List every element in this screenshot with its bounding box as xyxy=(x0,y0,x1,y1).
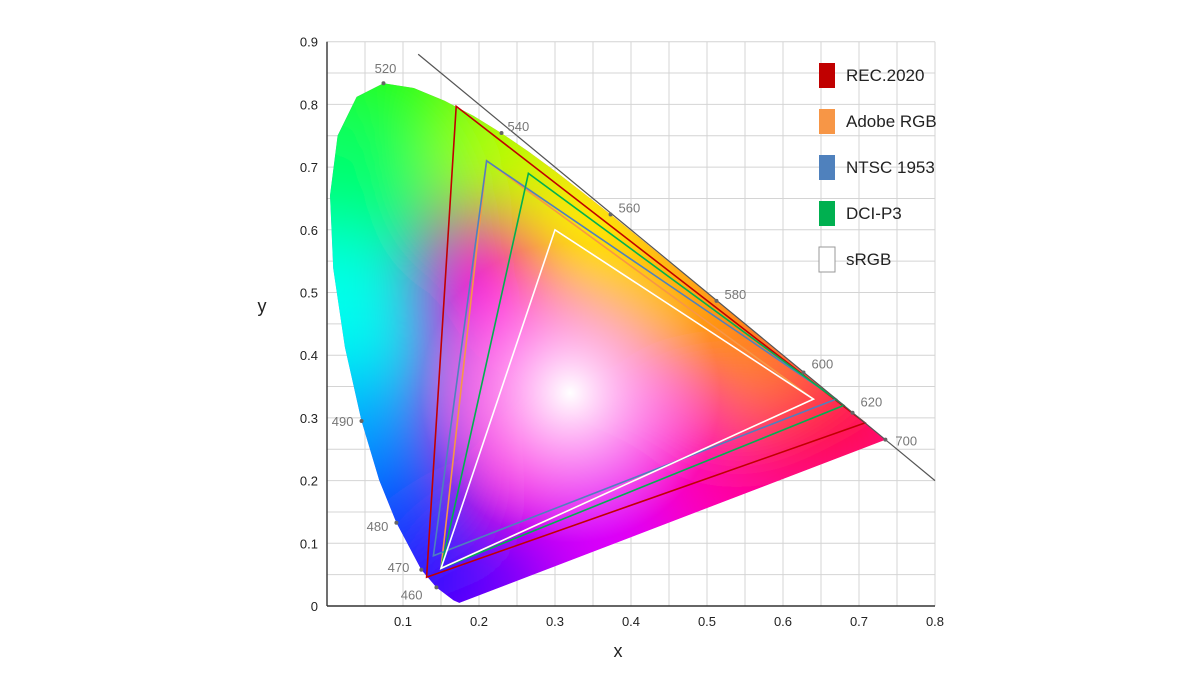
wavelength-marker xyxy=(499,131,504,136)
y-axis-label: y xyxy=(258,296,267,316)
wavelength-marker xyxy=(608,212,613,217)
y-tick-label: 0 xyxy=(311,599,318,614)
legend-label: REC.2020 xyxy=(846,66,924,85)
legend: REC.2020 Adobe RGB NTSC 1953 DCI-P3 sRGB xyxy=(818,63,937,273)
wavelength-label: 600 xyxy=(812,356,834,371)
wavelength-label: 470 xyxy=(388,560,410,575)
x-tick-label: 0.8 xyxy=(926,614,944,629)
wavelength-label: 560 xyxy=(619,200,641,215)
y-tick-label: 0.8 xyxy=(300,97,318,112)
legend-label: DCI-P3 xyxy=(846,204,902,223)
legend-swatch xyxy=(819,201,835,226)
boundary-line xyxy=(417,53,936,482)
spectral-locus xyxy=(330,83,886,603)
x-tick-label: 0.5 xyxy=(698,614,716,629)
wavelength-label: 580 xyxy=(725,287,747,302)
wavelength-marker xyxy=(419,567,424,572)
wavelength-labels: 460 470 480 490 520 540 560 580 600 620 700 xyxy=(332,61,917,602)
gamut-triangle-3 xyxy=(439,172,846,570)
wavelength-marker xyxy=(714,298,719,303)
y-tick-label: 0.2 xyxy=(300,474,318,489)
axes: 0.1 0.2 0.3 0.4 0.5 0.6 0.7 0.8 0 0.1 0.2 0.3 0.4 0.5… xyxy=(300,35,944,629)
x-tick-label: 0.3 xyxy=(546,614,564,629)
wavelength-label: 620 xyxy=(861,395,883,410)
x-tick-label: 0.7 xyxy=(850,614,868,629)
wavelength-marker xyxy=(850,410,855,415)
legend-swatch xyxy=(818,246,836,273)
legend-label: sRGB xyxy=(846,250,891,269)
wavelength-marker xyxy=(883,437,888,442)
wavelength-marker xyxy=(381,81,386,86)
legend-label: NTSC 1953 xyxy=(846,158,935,177)
y-tick-label: 0.6 xyxy=(300,223,318,238)
legend-swatch xyxy=(819,63,835,88)
wavelength-marker xyxy=(434,585,439,590)
y-tick-label: 0.3 xyxy=(300,411,318,426)
wavelength-label: 480 xyxy=(367,519,389,534)
legend-label: Adobe RGB xyxy=(846,112,937,131)
wavelength-marker xyxy=(359,419,364,424)
gamut-triangles xyxy=(425,104,867,579)
gamut-triangle-2 xyxy=(432,159,838,558)
x-tick-label: 0.2 xyxy=(470,614,488,629)
wavelength-label: 700 xyxy=(895,434,917,449)
x-tick-label: 0.6 xyxy=(774,614,792,629)
locus-color-fill xyxy=(330,83,886,603)
y-tick-label: 0.9 xyxy=(300,35,318,50)
wavelength-label: 460 xyxy=(401,587,423,602)
legend-swatch xyxy=(819,109,835,134)
wavelength-marker xyxy=(801,370,806,375)
gamut-triangle-4 xyxy=(439,228,816,570)
x-tick-label: 0.1 xyxy=(394,614,412,629)
wavelength-marker xyxy=(394,520,399,525)
y-tick-label: 0.4 xyxy=(300,348,318,363)
wavelength-label: 540 xyxy=(507,119,529,134)
wavelength-label: 520 xyxy=(375,61,397,76)
gamut-triangle-0 xyxy=(425,104,867,579)
y-tick-label: 0.1 xyxy=(300,536,318,551)
wavelength-label: 490 xyxy=(332,414,354,429)
legend-swatch xyxy=(819,155,835,180)
x-tick-label: 0.4 xyxy=(622,614,640,629)
y-tick-label: 0.7 xyxy=(300,160,318,175)
y-tick-label: 0.5 xyxy=(300,286,318,301)
x-axis-label: x xyxy=(614,641,623,661)
